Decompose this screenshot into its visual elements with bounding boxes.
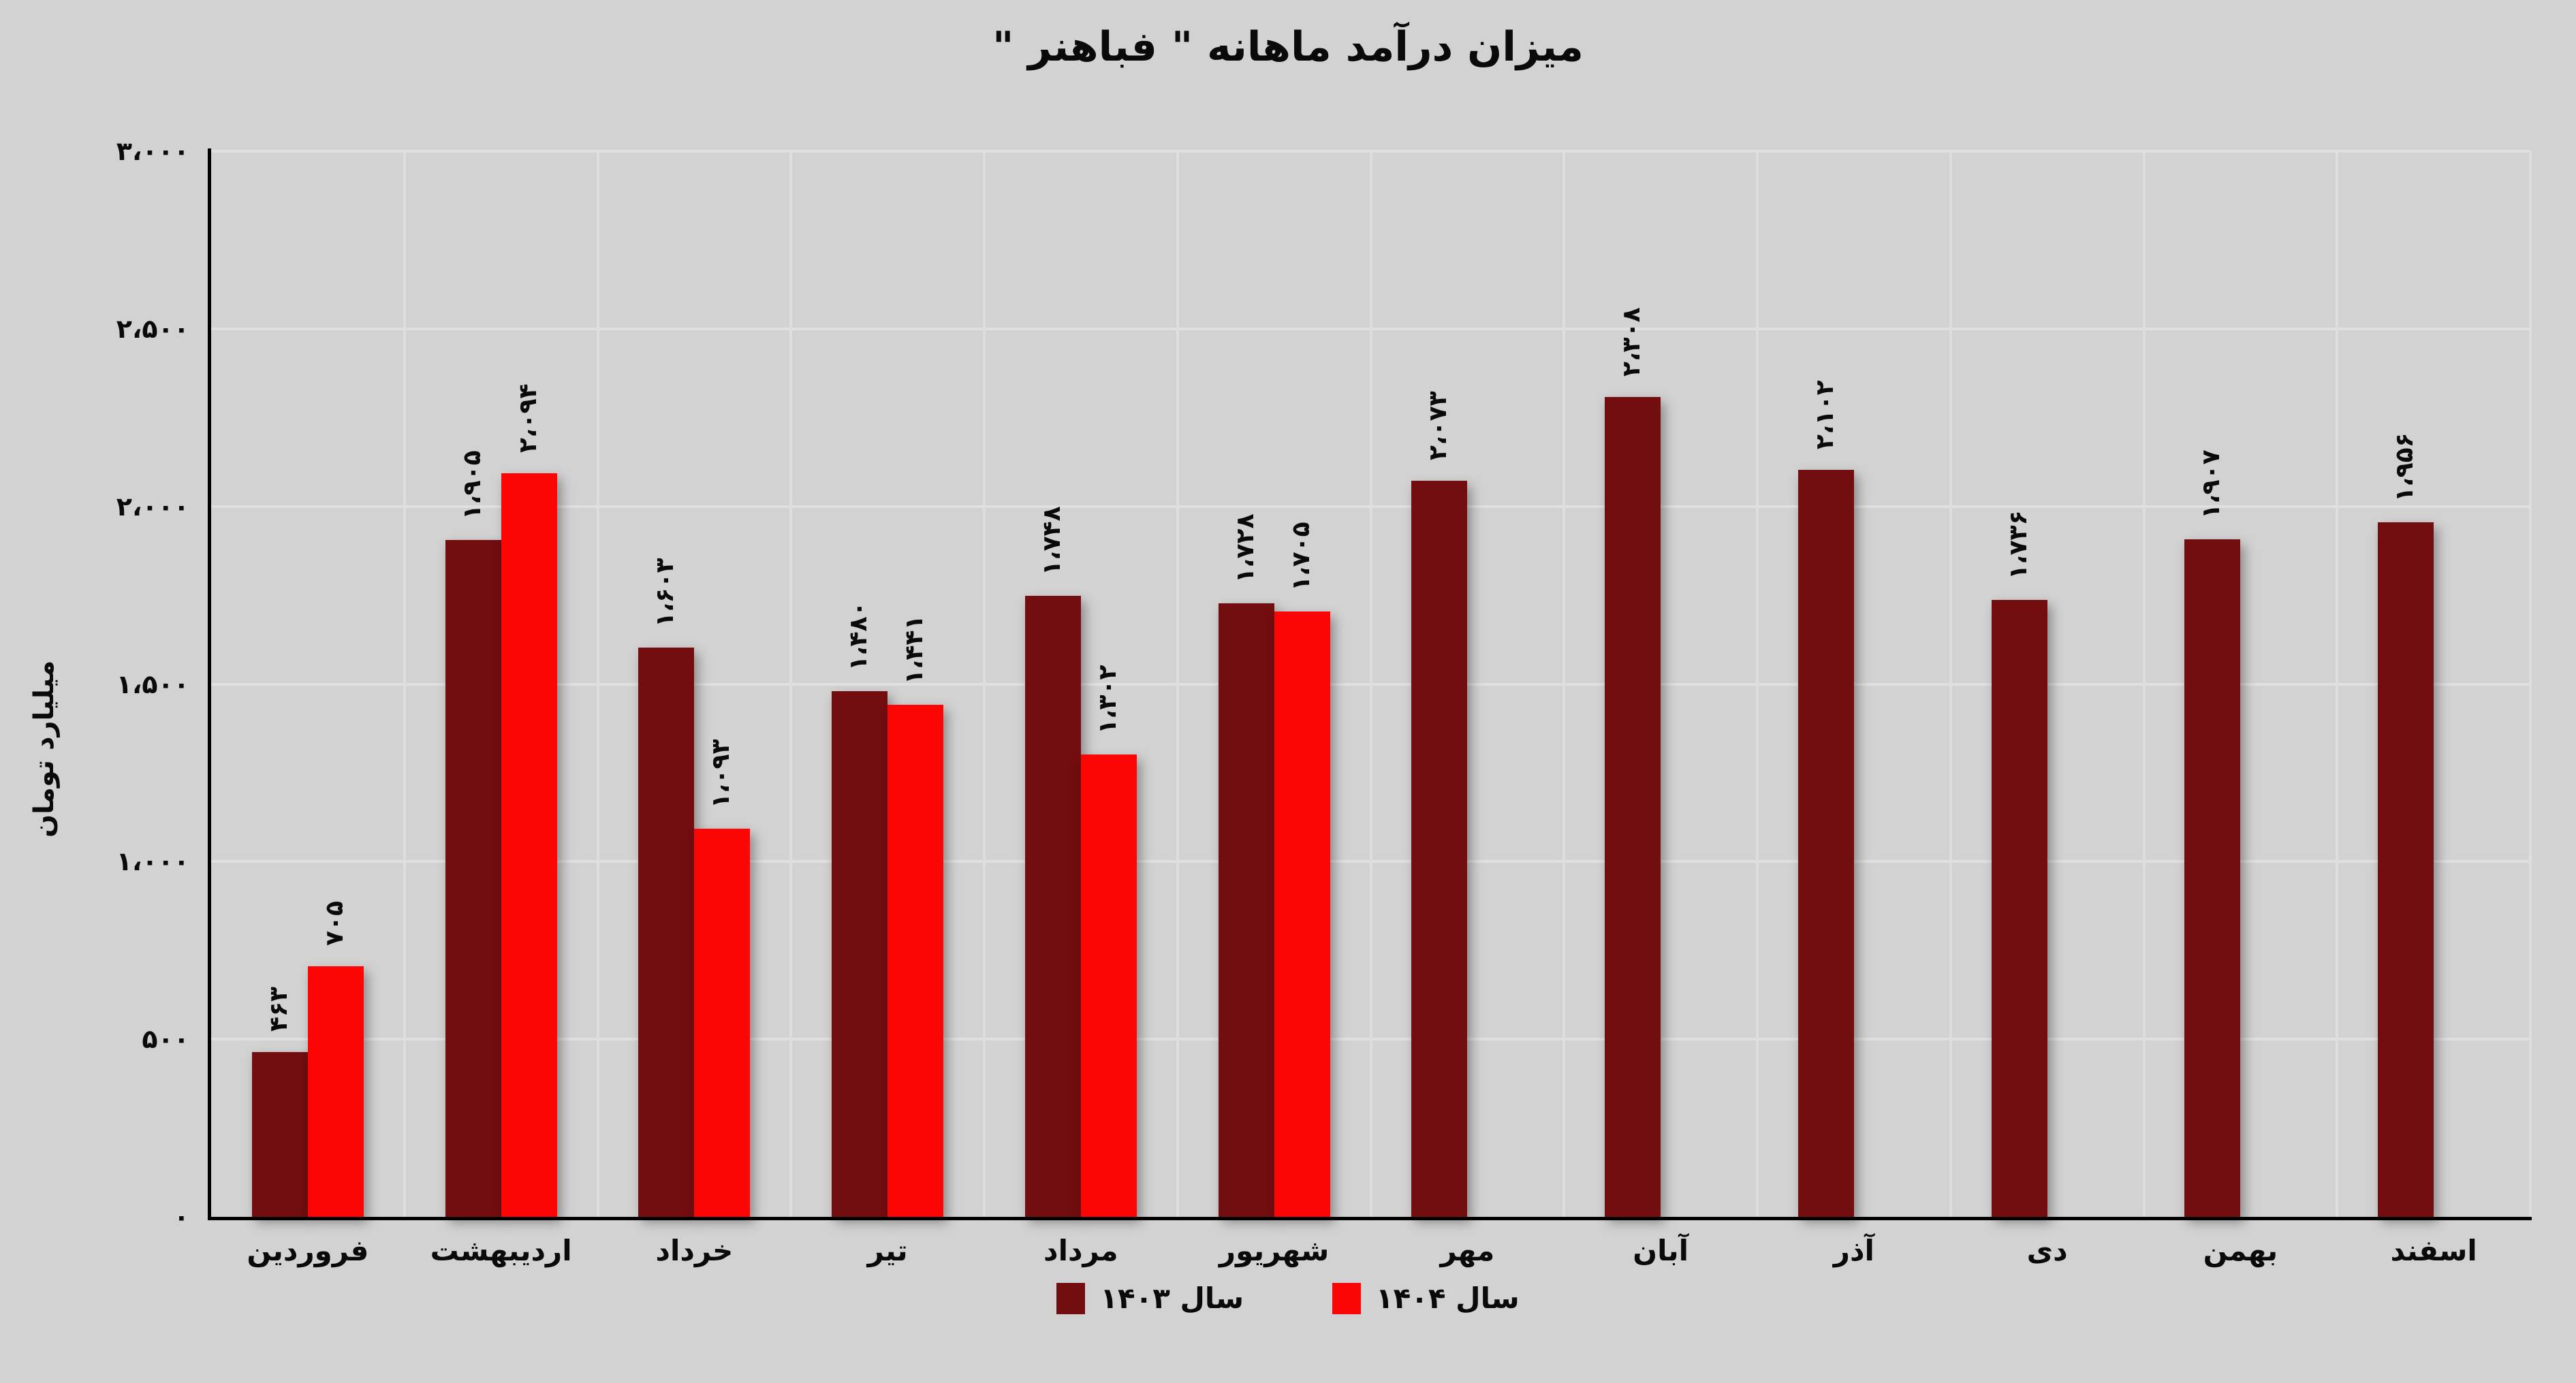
x-tick-label-month6: شهریور xyxy=(1219,1234,1330,1267)
plot-area: ۴۶۳ ۷۰۵ ۱،۹۰۵ ۲،۰۹۴ ۱،۶۰۳ ۱،۰۹۳ ۱،۴۸۰ ۱،۴۴۱ ۱،۷۴… xyxy=(211,150,2532,1217)
gridline-vertical xyxy=(1369,151,1372,1217)
y-tick-label: ۳،۰۰۰ xyxy=(116,136,189,166)
bar-series1-month2 xyxy=(445,540,501,1217)
bar-series1-month3 xyxy=(638,647,695,1217)
bar-series1-month10 xyxy=(1991,600,2047,1217)
gridline-vertical xyxy=(2336,151,2339,1217)
gridline-vertical xyxy=(983,151,986,1217)
bar-value-label: ۱،۶۰۳ xyxy=(651,558,680,627)
legend-label: سال ۱۴۰۴ xyxy=(1376,1282,1520,1315)
x-axis-line xyxy=(208,1217,2532,1220)
x-tick-label-month3: خرداد xyxy=(655,1234,734,1267)
gridline-vertical xyxy=(1949,151,1952,1217)
y-tick-label: ۲،۰۰۰ xyxy=(116,491,189,522)
bar-value-label: ۱،۳۰۲ xyxy=(1093,665,1122,734)
bar-value-label: ۲،۰۷۳ xyxy=(1424,391,1453,460)
bar-series1-month5 xyxy=(1024,596,1081,1217)
gridline-vertical xyxy=(1562,151,1566,1217)
x-tick-label-month10: دی xyxy=(2026,1234,2068,1267)
bar-value-label: ۲،۱۰۲ xyxy=(1810,380,1839,450)
bar-value-label: ۱،۷۴۸ xyxy=(1037,506,1066,576)
bar-series2-month5 xyxy=(1080,754,1137,1217)
bar-value-label: ۱،۹۰۷ xyxy=(2197,449,2226,520)
y-tick-label: ۲،۵۰۰ xyxy=(116,313,189,344)
y-tick-label: ۰ xyxy=(173,1202,189,1232)
bar-series2-month2 xyxy=(501,473,557,1217)
bar-value-label: ۱،۹۵۶ xyxy=(2391,432,2419,502)
gridline-vertical xyxy=(403,151,406,1217)
bar-series1-month4 xyxy=(832,690,888,1217)
bar-series1-month8 xyxy=(1605,397,1661,1217)
bar-value-label: ۱،۴۴۱ xyxy=(900,615,929,685)
gridline-vertical xyxy=(2142,151,2146,1217)
x-tick-label-month11: بهمن xyxy=(2203,1234,2278,1267)
chart-title: میزان درآمد ماهانه " فباهنر " xyxy=(992,23,1584,71)
gridline-vertical xyxy=(596,151,599,1217)
x-tick-label-month9: آذر xyxy=(1833,1234,1874,1267)
bar-value-label: ۲،۰۹۴ xyxy=(514,383,542,453)
x-tick-label-month1: فروردین xyxy=(247,1234,369,1267)
bar-value-label: ۱،۹۰۵ xyxy=(458,450,486,520)
y-axis-line xyxy=(208,148,211,1220)
x-tick-label-month4: تیر xyxy=(867,1234,908,1267)
bar-value-label: ۷۰۵ xyxy=(320,901,349,947)
bar-value-label: ۱،۴۸۰ xyxy=(845,601,873,671)
bar-series2-month3 xyxy=(694,828,751,1217)
x-tick-label-month7: مهر xyxy=(1440,1234,1495,1267)
x-tick-label-month2: اردیبهشت xyxy=(430,1234,572,1267)
bar-series1-month9 xyxy=(1797,470,1854,1217)
x-tick-label-month12: اسفند xyxy=(2390,1234,2477,1267)
y-tick-label: ۱،۰۰۰ xyxy=(116,846,189,877)
bar-series2-month1 xyxy=(307,966,364,1217)
bar-value-label: ۲،۳۰۸ xyxy=(1618,307,1646,377)
gridline-vertical xyxy=(1176,151,1179,1217)
legend-item-series1: سال ۱۴۰۳ xyxy=(1056,1282,1244,1315)
bar-value-label: ۴۶۳ xyxy=(264,987,293,1032)
legend-swatch-icon xyxy=(1332,1282,1361,1314)
y-tick-label: ۱،۵۰۰ xyxy=(116,669,189,699)
legend-item-series2: سال ۱۴۰۴ xyxy=(1332,1282,1520,1315)
y-tick-label: ۵۰۰ xyxy=(142,1024,189,1055)
legend-label: سال ۱۴۰۳ xyxy=(1100,1282,1244,1315)
bar-series1-month7 xyxy=(1411,480,1468,1217)
bar-value-label: ۱،۷۳۶ xyxy=(2004,510,2032,580)
gridline-vertical xyxy=(1756,151,1759,1217)
gridline-vertical xyxy=(2529,151,2532,1217)
x-tick-label-month5: مرداد xyxy=(1043,1234,1118,1267)
x-tick-label-month8: آبان xyxy=(1633,1234,1689,1267)
bar-series2-month6 xyxy=(1274,611,1330,1217)
bar-value-label: ۱،۷۰۵ xyxy=(1287,521,1315,591)
legend: سال ۱۴۰۳ سال ۱۴۰۴ xyxy=(0,1282,2576,1315)
bar-series2-month4 xyxy=(888,705,944,1217)
bar-series1-month11 xyxy=(2184,539,2241,1217)
legend-swatch-icon xyxy=(1056,1282,1086,1314)
bar-series1-month12 xyxy=(2378,522,2434,1217)
bar-series1-month6 xyxy=(1218,603,1274,1217)
bar-value-label: ۱،۰۹۳ xyxy=(707,739,736,808)
bar-value-label: ۱،۷۲۸ xyxy=(1231,513,1259,583)
bar-series1-month1 xyxy=(251,1052,308,1217)
gridline-vertical xyxy=(789,151,793,1217)
